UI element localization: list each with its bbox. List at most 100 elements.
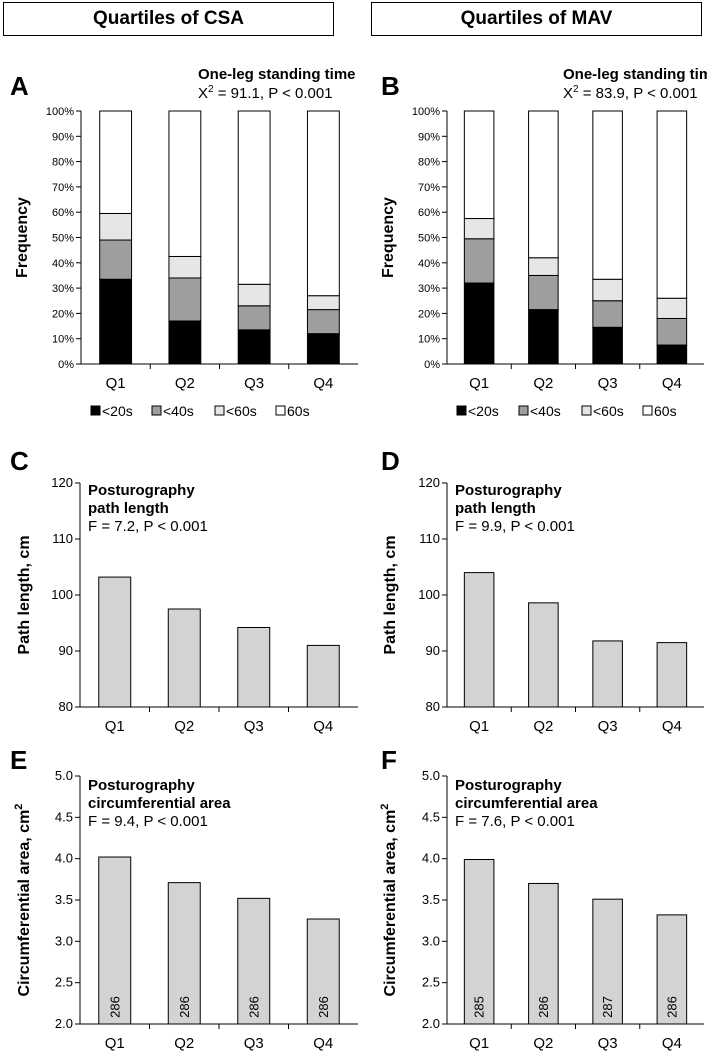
panel-b-ytick-label: 0% <box>424 359 440 371</box>
panel-a-bar-q4-60s <box>306 110 340 297</box>
panel-a-ytick-label: 20% <box>52 308 74 320</box>
panel-c-title-line: path length <box>88 500 169 517</box>
panel-c-bar-q4 <box>306 644 340 708</box>
panel-a-bar-q1-40s <box>99 239 133 280</box>
panel-c-category-label: Q1 <box>105 718 125 735</box>
panel-a-stat-rest: = 91.1, P < 0.001 <box>214 85 333 102</box>
panel-a-bar-q3-60s <box>237 110 271 285</box>
header-csa: Quartiles of CSA <box>3 2 334 36</box>
panel-a-letter: A <box>10 71 29 101</box>
panel-a-bar-q2-40s <box>168 277 202 322</box>
panel-f-ytick-label: 4.5 <box>422 809 440 824</box>
panel-c-ytick-label: 90 <box>59 643 73 658</box>
panel-e-ytick-label: 3.0 <box>55 933 73 948</box>
panel-f-category-label: Q4 <box>662 1035 682 1051</box>
panel-d-bar-q2 <box>528 602 559 708</box>
panel-a-ytick-label: 0% <box>58 359 74 371</box>
panel-e-y-axis-label: Circumferential area, cm2 <box>13 804 33 997</box>
panel-c-category-label: Q3 <box>244 718 264 735</box>
panel-a-legend-swatch-60s <box>214 405 225 416</box>
panel-e-ytick-label: 2.0 <box>55 1016 73 1031</box>
panel-b-legend-label: <40s <box>530 403 561 419</box>
panel-c-ytick-label: 110 <box>52 531 73 546</box>
panel-c-ytick-label: 120 <box>51 475 73 490</box>
panel-a-bar-q3-40s <box>237 305 271 331</box>
panel-d-letter: D <box>381 446 400 476</box>
panel-d-bar-q3 <box>592 640 623 708</box>
panel-a-bar-q1-60s <box>99 110 133 214</box>
panel-f-category-label: Q2 <box>533 1035 553 1051</box>
panel-f-letter: F <box>381 745 397 775</box>
panel-b-legend-label: <20s <box>468 403 499 419</box>
panel-b-bar-q2-20s <box>528 309 559 365</box>
header-csa-label: Quartiles of CSA <box>93 8 244 29</box>
panel-b-bar-q2-40s <box>528 274 559 311</box>
panel-b-ytick-label: 40% <box>418 258 440 270</box>
panel-b-y-axis-label: Frequency <box>380 197 397 278</box>
panel-b-bar-q1-20s <box>463 282 495 365</box>
panel-f-bar-label-q1: 285 <box>472 996 487 1018</box>
panel-e-bar-label-q3: 286 <box>246 996 261 1018</box>
panel-d-title-line: path length <box>455 500 536 517</box>
panel-e-category-label: Q2 <box>174 1035 194 1051</box>
panel-b-ytick-label: 10% <box>418 334 440 346</box>
panel-a-legend-label: <60s <box>226 403 257 419</box>
panel-e-title-line: Posturography <box>88 777 195 794</box>
panel-f-y-axis-label-sup: 2 <box>379 804 391 810</box>
panel-b-bar-q1-40s <box>463 238 495 284</box>
panel-b-bar-q3-60s <box>592 110 623 280</box>
panel-f-ytick-label: 3.0 <box>422 933 440 948</box>
panel-e-ytick-label: 4.0 <box>55 851 73 866</box>
panel-b-bar-q3-60s <box>592 278 623 302</box>
panel-b-stat-rest: = 83.9, P < 0.001 <box>579 85 698 102</box>
panel-a-title: One-leg standing time <box>198 66 356 83</box>
panel-c-title-line: Posturography <box>88 482 195 499</box>
panel-a-legend-label: 60s <box>287 403 310 419</box>
panel-a-stat-prefix: X <box>198 85 208 102</box>
panel-b-legend-label: <60s <box>593 403 624 419</box>
panel-e-stat: F = 9.4, P < 0.001 <box>88 813 208 830</box>
panel-b-stat-prefix: X <box>563 85 573 102</box>
panel-b-bar-q4-20s <box>656 344 688 365</box>
panel-d-category-label: Q1 <box>469 718 489 735</box>
panel-a-category-label: Q1 <box>106 375 126 392</box>
panel-b-ytick-label: 60% <box>418 207 440 219</box>
panel-a-ytick-label: 30% <box>52 283 74 295</box>
panel-d-ytick-label: 110 <box>419 531 440 546</box>
panel-f-bar-q3 <box>592 898 623 1025</box>
panel-c-category-label: Q2 <box>174 718 194 735</box>
panel-e-bar-label-q4: 286 <box>316 996 331 1018</box>
panel-d-ytick-label: 80 <box>426 699 440 714</box>
panel-a-bar-q2-60s <box>168 255 202 279</box>
panel-a-bar-q1-20s <box>99 278 133 365</box>
panel-c-letter: C <box>10 446 29 476</box>
panel-e-bar-label-q2: 286 <box>177 996 192 1018</box>
panel-b-category-label: Q2 <box>533 375 553 392</box>
panel-b-letter: B <box>381 71 400 101</box>
panel-b-category-label: Q3 <box>598 375 618 392</box>
panel-a-bar-q2-60s <box>168 110 202 257</box>
panel-b-legend-swatch-20s <box>456 405 467 416</box>
panel-e-letter: E <box>10 745 27 775</box>
panel-e-category-label: Q1 <box>105 1035 125 1051</box>
panel-b-bar-q2-60s <box>528 257 559 276</box>
panel-c-category-label: Q4 <box>313 718 333 735</box>
panel-a-bar-q4-60s <box>306 295 340 311</box>
panel-f-ytick-label: 4.0 <box>422 851 440 866</box>
panel-b-bar-q4-40s <box>656 317 688 346</box>
panel-b-stat-sup: 2 <box>573 84 579 95</box>
panel-a-legend-label: <20s <box>102 403 133 419</box>
panel-b-bar-q3-40s <box>592 300 623 328</box>
panel-b-ytick-label: 20% <box>418 308 440 320</box>
panel-e-category-label: Q3 <box>244 1035 264 1051</box>
panel-f-bar-q1 <box>463 858 495 1025</box>
panel-d-ytick-label: 100 <box>418 587 440 602</box>
panel-b-ytick-label: 90% <box>418 131 440 143</box>
panel-c-ytick-label: 100 <box>51 587 73 602</box>
panel-a-ytick-label: 70% <box>52 182 74 194</box>
panel-f-ytick-label: 3.5 <box>422 892 440 907</box>
panel-f-ytick-label: 2.0 <box>422 1016 440 1031</box>
panel-f-stat: F = 7.6, P < 0.001 <box>455 813 575 830</box>
panel-d-category-label: Q2 <box>533 718 553 735</box>
panel-d-stat: F = 9.9, P < 0.001 <box>455 518 575 535</box>
